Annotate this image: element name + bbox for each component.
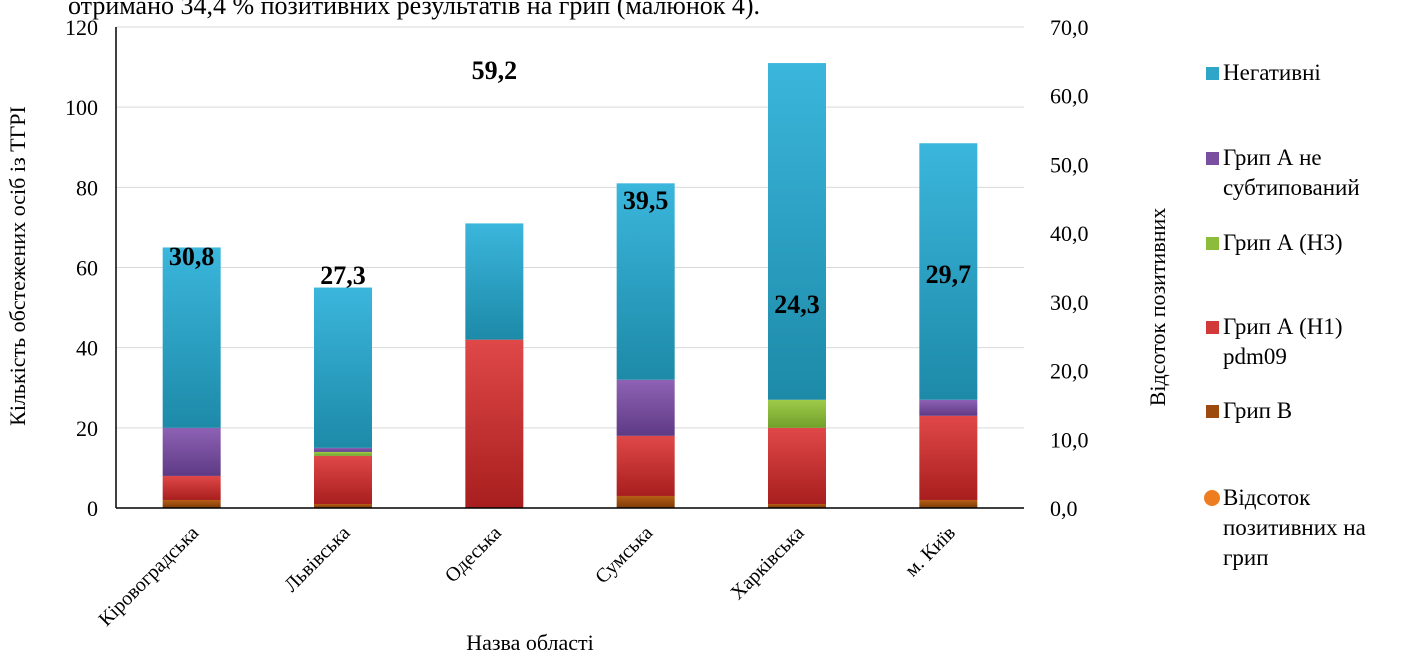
legend-swatch-icon: [1206, 237, 1219, 250]
bar-segment: [162, 247, 221, 428]
y2-tick-label: 20,0: [1050, 359, 1089, 384]
bar-segment: [465, 339, 524, 508]
x-tick-label: Харківська: [726, 522, 808, 604]
legend-swatch-icon: [1206, 152, 1219, 165]
legend-label: Грип А (H3): [1223, 230, 1343, 255]
bar-segment: [768, 63, 826, 400]
x-tick-label: Одеська: [441, 522, 506, 587]
y2-tick-label: 50,0: [1050, 152, 1089, 177]
legend-swatch-icon: [1206, 67, 1219, 80]
percent-data-label: 39,5: [623, 186, 669, 215]
y2-tick-label: 70,0: [1050, 15, 1089, 40]
y2-tick-label: 60,0: [1050, 84, 1089, 109]
bar-segment: [616, 435, 675, 496]
bar-segment: [314, 287, 372, 448]
legend-label: Відсоток позитивних на грип: [1223, 485, 1366, 570]
percent-labels: 30,8 27,3 59,2 39,5 24,3 29,7: [169, 56, 971, 319]
x-tick-label: Сумська: [591, 522, 657, 588]
legend-dot-icon: [1204, 490, 1220, 506]
y-tick-label: 0: [87, 496, 98, 521]
gridlines: [116, 26, 1024, 509]
y-axis-title: Кількість обстежених осіб із ТГРІ: [5, 106, 30, 426]
legend-swatch-icon: [1206, 321, 1219, 334]
y-tick-label: 60: [76, 256, 98, 281]
percent-data-label: 27,3: [320, 261, 366, 290]
legend-item: Грип B: [1206, 396, 1292, 426]
bar-segment: [616, 379, 675, 436]
bar-segment: [465, 223, 524, 340]
bar-segment: [314, 451, 372, 456]
x-tick-label: м. Київ: [901, 522, 960, 581]
legend-label: Грип А (H1) pdm09: [1223, 314, 1343, 369]
bar-segment: [919, 143, 978, 400]
percent-data-label: 29,7: [926, 260, 972, 289]
legend-label: Грип А не субтипований: [1223, 145, 1360, 200]
y-tick-label: 40: [76, 336, 98, 361]
bar-segment: [616, 495, 675, 508]
y-tick-label: 20: [76, 416, 98, 441]
bar-segment: [162, 427, 221, 476]
legend-item: Грип А (H3): [1206, 228, 1343, 258]
y2-tick-label: 30,0: [1050, 290, 1089, 315]
y-tick-label: 120: [65, 15, 98, 40]
y2-tick-label: 10,0: [1050, 427, 1089, 452]
bar-segment: [768, 503, 826, 508]
legend-item: Відсоток позитивних на грип: [1204, 483, 1406, 573]
x-axis-title: Назва області: [466, 630, 594, 653]
bar-segment: [919, 415, 978, 500]
percent-data-label: 24,3: [774, 290, 820, 319]
legend-label: Негативні: [1223, 60, 1321, 85]
bar-segment: [162, 499, 221, 508]
y-tick-label: 80: [76, 175, 98, 200]
bar-segment: [616, 183, 675, 380]
y2-tick-label: 0,0: [1050, 496, 1078, 521]
bar-segment: [314, 447, 372, 452]
x-tick-label: Кіровоградська: [94, 522, 203, 631]
top-caption-text: отримано 34,4 % позитивних результатів н…: [68, 0, 760, 20]
bar-segment: [919, 499, 978, 508]
y2-tick-label: 40,0: [1050, 221, 1089, 246]
legend-label: Грип B: [1223, 398, 1293, 423]
bar-segment: [162, 475, 221, 500]
bar-segment: [314, 503, 372, 508]
percent-data-label: 59,2: [472, 56, 518, 85]
legend-item: Грип А (H1) pdm09: [1206, 312, 1406, 372]
y2-axis-title: Відсоток позитивних: [1145, 208, 1170, 407]
legend-item: Негативні: [1206, 58, 1321, 88]
bar-segment: [768, 427, 826, 504]
legend-swatch-icon: [1206, 405, 1219, 418]
bar-segment: [768, 399, 826, 428]
bar-stacks: [162, 63, 978, 508]
bar-segment: [314, 455, 372, 504]
y-tick-label: 100: [65, 95, 98, 120]
legend-item: Грип А не субтипований: [1206, 143, 1406, 203]
percent-data-label: 30,8: [169, 242, 215, 271]
x-tick-label: Львівська: [280, 522, 355, 597]
bar-segment: [919, 399, 978, 416]
